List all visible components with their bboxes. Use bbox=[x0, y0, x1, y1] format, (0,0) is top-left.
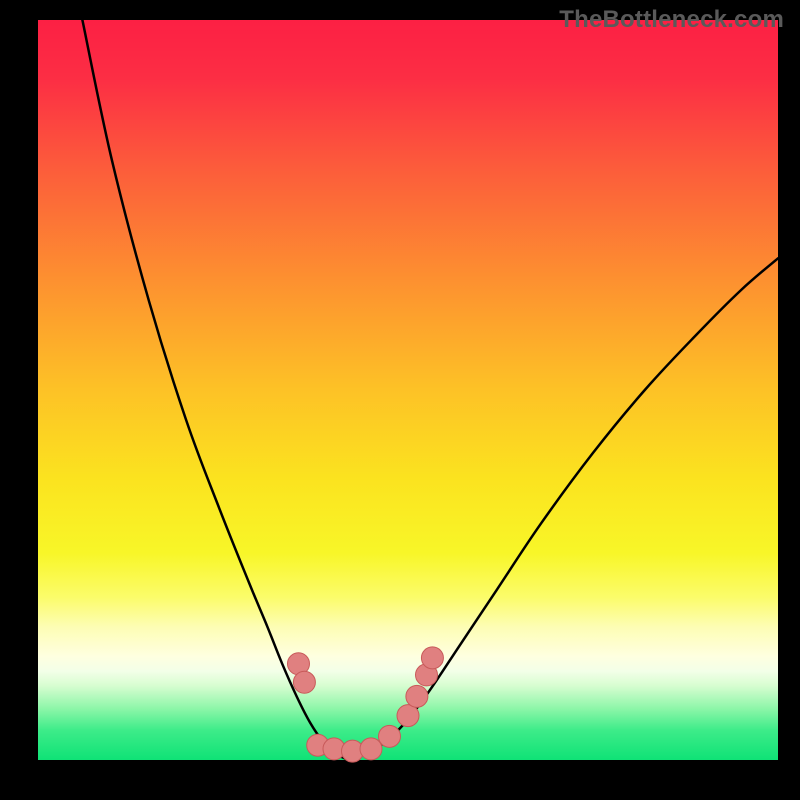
marker-point bbox=[293, 671, 315, 693]
chart-canvas: TheBottleneck.com bbox=[0, 0, 800, 800]
marker-point bbox=[360, 738, 382, 760]
plot-area bbox=[38, 20, 778, 760]
marker-point bbox=[406, 685, 428, 707]
watermark-text: TheBottleneck.com bbox=[559, 6, 784, 34]
marker-point bbox=[421, 647, 443, 669]
marker-point bbox=[379, 725, 401, 747]
marker-point bbox=[397, 705, 419, 727]
chart-svg bbox=[0, 0, 800, 800]
